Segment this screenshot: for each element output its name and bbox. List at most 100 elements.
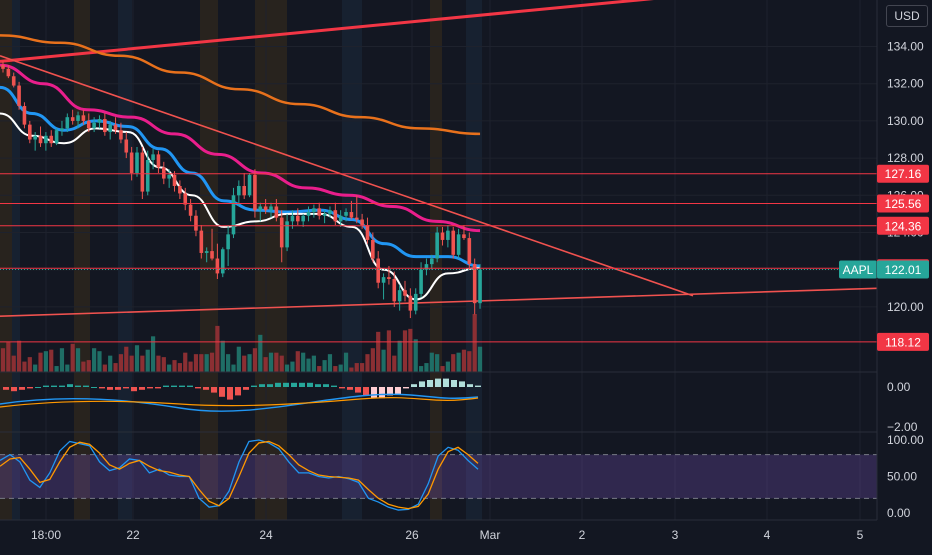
candle-body [199, 230, 204, 253]
candle-body [435, 232, 439, 259]
macd-bar [195, 387, 201, 389]
macd-bar [387, 387, 393, 396]
candle-body [11, 76, 16, 86]
macd-bar [171, 385, 177, 387]
price-label: 118.12 [885, 335, 921, 349]
macd-bar [27, 387, 33, 389]
volume-bar [140, 355, 145, 372]
volume-bar [156, 355, 161, 372]
price-label-box [877, 194, 929, 213]
volume-bar [22, 361, 27, 372]
descending-trend-line [0, 55, 694, 297]
price-axis: 120.00122.00124.00126.00128.00130.00132.… [876, 0, 932, 520]
candle-body [92, 122, 96, 129]
volume-bar [118, 354, 124, 372]
candle-body [28, 124, 32, 140]
moving-average-lines [0, 34, 481, 301]
candle-body [162, 167, 166, 179]
session-band [0, 0, 12, 520]
upper-trend-line [0, 0, 654, 63]
candle-body [456, 234, 461, 255]
candle-body [17, 85, 21, 107]
volume-bar [424, 363, 429, 372]
candle-body [274, 206, 279, 218]
volume-bar [124, 346, 129, 372]
candle-body [65, 117, 70, 129]
time-tick-label: 22 [126, 528, 140, 542]
volume-bar [360, 363, 365, 372]
macd-bar [395, 387, 401, 394]
time-tick-label: 18:00 [31, 528, 61, 542]
macd-bar [299, 382, 305, 387]
volume-bar [193, 354, 199, 372]
price-label: 122.01 [885, 263, 922, 277]
volume-bar [70, 343, 75, 372]
macd-bar [131, 387, 137, 392]
moving-average-line [0, 34, 481, 136]
volume-bar [413, 339, 418, 372]
candle-body [22, 106, 27, 125]
macd-tick-label: 0.00 [887, 380, 911, 394]
price-tick-label: 120.00 [887, 300, 924, 314]
macd-bar [323, 384, 329, 387]
candle-body [6, 68, 11, 77]
candle-body [215, 258, 220, 274]
candle-body [156, 154, 161, 168]
volume-bar [16, 340, 22, 372]
macd-bar [259, 384, 265, 387]
volume-bar [108, 355, 113, 372]
macd-bar [363, 387, 369, 396]
volume-bar [11, 355, 16, 372]
candle-body [172, 174, 177, 186]
volume-bar [306, 358, 311, 372]
time-tick-label: 3 [672, 528, 679, 542]
macd-bar [235, 387, 241, 396]
volume-bar [161, 357, 166, 372]
candle-body [317, 208, 322, 216]
session-band [12, 0, 20, 520]
candle-body [306, 212, 311, 216]
session-band [342, 0, 362, 520]
price-tick-label: 132.00 [887, 77, 924, 91]
candle-body [392, 279, 397, 302]
candle-body [478, 269, 482, 304]
candle-body [1, 65, 5, 69]
candle-body [263, 206, 268, 211]
time-tick-label: 4 [764, 528, 771, 542]
price-label: 124.36 [885, 219, 922, 233]
candle-body [296, 215, 300, 222]
price-label-box [877, 164, 929, 183]
currency-button[interactable]: USD [886, 5, 928, 27]
ticker-tag: AAPL [843, 263, 874, 277]
macd-bar [403, 387, 409, 389]
volume-bar [150, 336, 156, 372]
volume-bar [418, 366, 424, 372]
macd-bar [35, 387, 41, 388]
candle-body [403, 290, 407, 296]
candle-body [178, 186, 182, 194]
macd-bar [219, 387, 225, 397]
volume-bar [295, 351, 300, 372]
volume-bar [226, 354, 231, 372]
candle-body [269, 206, 273, 211]
volume-bar [472, 314, 477, 372]
volume-bar [220, 340, 225, 372]
volume-bar [134, 345, 140, 372]
volume-bar [322, 360, 327, 372]
candle-body [188, 204, 193, 216]
volume-bar [327, 354, 333, 372]
trend-lines [0, 0, 878, 317]
candle-body [301, 215, 305, 222]
signal-line [0, 397, 479, 408]
stoch-rsi-line [0, 440, 479, 510]
volume-bar [429, 352, 434, 372]
volume-bar [172, 360, 177, 372]
time-tick-label: 2 [579, 528, 586, 542]
stoch-rsi-pane [0, 431, 877, 511]
volume-bar [75, 348, 81, 372]
volume-bar [349, 367, 354, 372]
macd-bar [107, 387, 113, 390]
volume-bar [92, 348, 97, 372]
volume-bar [440, 366, 445, 372]
